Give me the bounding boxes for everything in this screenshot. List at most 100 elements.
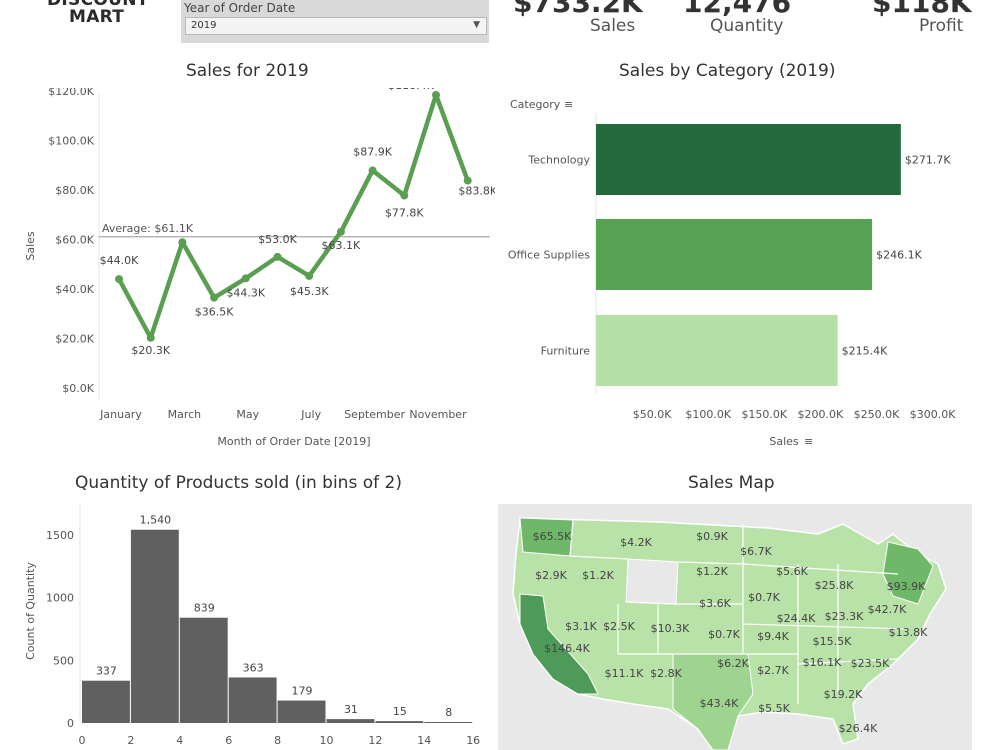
map-label-ga: $19.2K [824,688,863,701]
x-tick-label: $300.0K [910,408,956,421]
map-label-mt: $4.2K [620,536,652,549]
map-label-tx: $43.4K [700,697,739,710]
data-label: $36.5K [195,306,234,319]
state-border [569,519,574,557]
state-wyoming [625,558,679,605]
filter-label: Year of Order Date [184,1,296,15]
sales-map: $65.5K $4.2K $0.9K $6.7K $5.6K $2.9K $1.2K $1.2… [498,504,972,750]
kpi-profit-value: $118K [872,0,972,19]
histogram-bar-14 [424,721,473,723]
kpi-quantity-value: 12,476 [683,0,792,19]
y-tick-label: $60.0K [55,234,94,247]
map-label-mn: $6.7K [740,545,772,558]
sales-line-chart: $0.0K $20.0K $40.0K $60.0K $80.0K $100.0K $120… [24,88,495,448]
data-label: $118.4K [388,88,434,92]
x-tick-label: 10 [320,734,334,747]
x-tick-label: $100.0K [685,408,731,421]
histogram-value-label: 839 [194,602,215,615]
data-label: $20.3K [131,344,170,357]
map-label-ar: $6.2K [717,657,749,670]
histogram-value-label: 1,540 [140,514,172,527]
x-tick-label: 4 [176,734,183,747]
kpi-quantity-label: Quantity [710,16,784,36]
y-tick-label: 0 [67,717,74,730]
x-tick-label: July [300,408,321,421]
histogram-bar-10 [326,719,375,723]
data-label: $44.0K [100,254,139,267]
data-point-may [241,274,250,283]
map-label-co: $2.5K [603,620,635,633]
x-tick-label: 2 [127,734,134,747]
histogram-bar-0 [82,680,130,723]
map-label-or: $2.9K [535,569,567,582]
map-label-nj: $13.8K [889,626,928,639]
histogram-value-label: 179 [292,685,313,698]
quantity-histogram: 0 500 1000 1500 Count of Quantity 337 1,540 839… [24,503,480,747]
histogram-bar-6 [228,677,277,723]
map-label-va: $15.5K [813,635,852,648]
y-tick-label: $40.0K [55,283,94,296]
y-tick-label: $20.0K [55,333,94,346]
map-label-ky: $16.1K [803,656,842,669]
map-label-ne: $3.6K [699,597,731,610]
state-border [677,561,744,565]
map-label-mi: $25.8K [815,579,854,592]
x-tick-label: January [99,408,142,421]
data-point-august [336,227,345,236]
map-label-oh: $23.3K [825,610,864,623]
map-label-ny: $93.9K [887,580,926,593]
data-point-september [368,166,377,175]
bar-value-label: $271.7K [905,154,951,167]
map-label-nm: $2.8K [650,667,682,680]
y-tick-label: 1000 [46,592,74,605]
y-tick-label: $80.0K [55,184,94,197]
histogram-value-label: 8 [445,706,452,719]
map-label-wa: $65.5K [533,530,572,543]
data-label: $83.8K [458,185,495,198]
category-header: Category [510,98,561,111]
map-label-nc: $23.5K [851,657,890,670]
state-border [797,658,899,665]
kpi-sales-label: Sales [590,16,636,36]
data-point-january [115,275,123,284]
category-label: Furniture [541,345,591,358]
y-tick-label: $0.0K [62,382,94,395]
data-point-april [210,293,219,302]
state-border [742,563,899,575]
y-tick-label: 500 [53,654,74,667]
x-tick-label: $250.0K [854,408,900,421]
x-tick-label: September [344,408,405,421]
x-tick-label: 6 [225,734,232,747]
map-label-pa: $42.7K [868,603,907,616]
data-point-february [146,333,155,342]
state-new-york [882,541,934,605]
bar-value-label: $215.4K [842,345,888,358]
sales-line [116,92,470,341]
state-border [569,555,629,560]
data-label: $45.3K [290,285,329,298]
histogram-bar-2 [130,529,179,723]
map-label-ks: $10.3K [651,622,690,635]
year-select-value: 2019 [191,20,217,31]
year-filter: Year of Order Date 2019 ▼ [181,0,489,43]
state-california [519,593,599,695]
dropdown-arrow-icon[interactable]: ▼ [473,20,480,30]
x-axis-title: Month of Order Date [2019] [217,435,370,448]
data-point-march [178,238,187,247]
data-label: $77.8K [385,206,424,219]
logo: DISCOUNT MART [47,0,149,26]
x-tick-label: March [168,408,202,421]
map-label-ut: $3.1K [565,620,597,633]
x-tick-label: 12 [368,734,382,747]
data-point-july [305,271,314,280]
state-texas [672,653,754,750]
data-label: $44.3K [226,286,265,299]
histogram-bar-4 [179,617,228,723]
data-point-november [432,90,440,99]
data-label: $63.1K [322,239,361,252]
year-select[interactable]: 2019 ▼ [185,17,487,35]
kpi-profit-label: Profit [919,16,964,36]
x-tick-label: 8 [274,734,281,747]
category-label: Technology [527,154,590,167]
histogram-value-label: 363 [243,661,264,674]
